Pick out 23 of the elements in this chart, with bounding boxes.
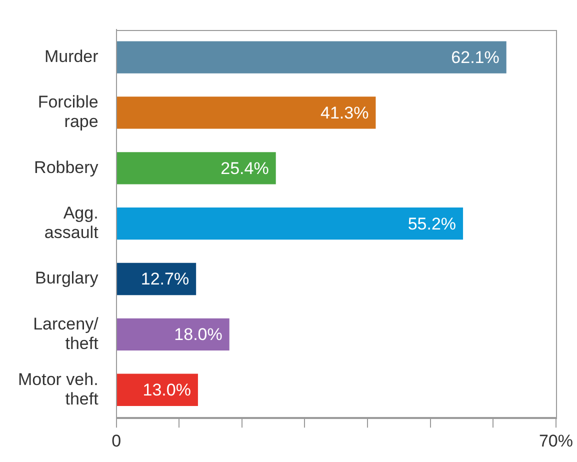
data-label: 18.0% (174, 325, 222, 344)
y-tick-label: Burglary (35, 268, 99, 288)
bar (116, 208, 464, 240)
y-tick-label: Murder (44, 46, 99, 66)
y-tick-label: Robbery (34, 158, 99, 177)
x-tick-label: 0 (112, 431, 122, 450)
bar (116, 41, 506, 74)
data-label: 55.2% (408, 214, 456, 234)
data-label: 62.1% (451, 48, 500, 67)
x-tick-label: 70% (538, 431, 574, 450)
y-tick-label: Agg. assault (44, 203, 99, 242)
y-tick-label: Larceny/theft (33, 314, 99, 353)
data-label: 25.4% (220, 158, 269, 178)
y-tick-label: Forcible rape (38, 92, 98, 132)
bar (116, 152, 276, 184)
data-label: 41.3% (320, 103, 369, 122)
data-label: 13.0% (142, 380, 191, 400)
bar (116, 318, 230, 351)
bar (116, 96, 376, 129)
bar (116, 262, 196, 296)
bar (116, 374, 198, 406)
data-label: 12.7% (140, 270, 190, 289)
y-tick-label: Motor veh. theft (18, 370, 99, 408)
